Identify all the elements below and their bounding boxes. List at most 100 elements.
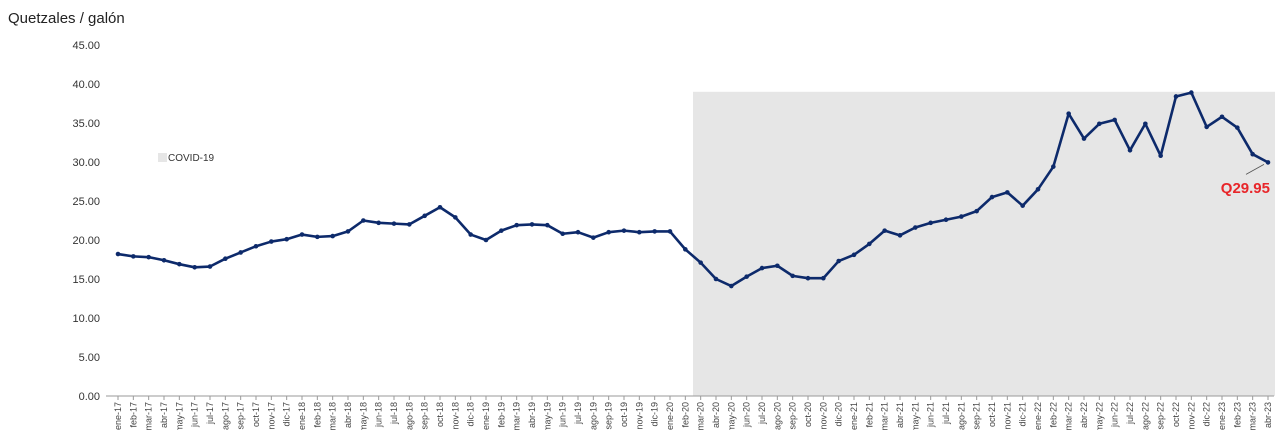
y-tick-label: 40.00 [72,79,100,91]
data-point [1189,90,1194,95]
data-point [192,265,197,270]
data-point [115,251,121,257]
x-tick-label: may-20 [726,402,736,430]
x-tick-label: sep-21 [972,402,982,430]
x-tick-label: feb-19 [496,402,506,428]
x-tick-label: abr-19 [527,402,537,428]
x-tick-label: mar-20 [696,402,706,430]
x-tick-label: feb-22 [1048,402,1058,428]
y-tick-label: 35.00 [72,118,100,130]
y-tick-label: 20.00 [72,235,100,247]
data-point [867,241,872,247]
data-point [790,273,795,279]
x-tick-label: nov-19 [634,402,644,430]
data-point [974,208,979,214]
x-tick-label: jul-19 [573,402,583,425]
data-point [1173,94,1179,99]
x-tick-label: nov-18 [450,402,460,430]
x-tick-label: may-19 [542,402,552,430]
data-point [1143,121,1148,127]
data-point [759,265,765,271]
data-point [1158,153,1163,159]
data-point [621,228,627,233]
data-point [269,239,274,244]
data-point [361,218,366,223]
data-point [131,254,136,259]
x-tick-label: sep-19 [604,402,614,430]
data-point [928,220,933,226]
data-point [1081,136,1087,141]
data-point [1020,203,1025,208]
data-point [913,225,918,230]
x-tick-label: mar-22 [1064,402,1074,430]
data-point [376,220,381,226]
x-tick-label: ago-18 [404,402,414,430]
x-tick-label: mar-19 [512,402,522,430]
x-tick-label: ene-19 [481,402,491,430]
x-tick-label: may-17 [174,402,184,430]
x-tick-label: feb-21 [864,402,874,428]
data-point [161,257,167,263]
data-point [545,222,550,228]
x-tick-label: may-18 [358,402,368,430]
x-tick-label: jul-18 [389,402,399,425]
data-point [345,229,351,234]
x-tick-label: sep-18 [420,402,430,430]
x-tick-label: abr-21 [895,402,905,428]
data-point [1035,187,1041,192]
x-tick-label: jun-17 [190,402,200,428]
y-tick-label: 0.00 [79,391,100,403]
x-tick-label: may-21 [910,402,920,430]
data-point [207,264,213,269]
x-tick-label: mar-17 [144,402,154,430]
x-tick-label: nov-20 [818,402,828,430]
data-point [499,228,504,233]
x-tick-label: feb-18 [312,402,322,428]
x-tick-label: ago-19 [588,402,598,430]
data-point [1005,190,1010,195]
data-point [667,229,673,234]
data-point [284,236,289,242]
data-point [805,275,811,281]
data-point [1219,114,1225,120]
data-point [943,217,949,223]
data-point [713,276,719,282]
data-point [529,222,535,227]
data-point [453,215,458,220]
x-tick-label: jun-21 [926,402,936,428]
data-point [821,275,826,281]
data-point [407,222,412,227]
x-tick-label: dic-20 [834,402,844,427]
x-tick-label: jun-18 [374,402,384,428]
x-tick-label: jun-22 [1110,402,1120,428]
x-tick-label: oct-17 [251,402,261,427]
x-tick-label: mar-21 [880,402,890,430]
data-point [223,256,228,262]
annotation-label: Q29.95 [1221,180,1270,197]
x-tick-label: abr-20 [711,402,721,428]
series-line [116,91,1270,288]
data-point [437,204,443,210]
x-tick-label: feb-17 [128,402,138,428]
x-tick-label: may-22 [1094,402,1104,430]
data-point [575,229,581,235]
x-tick-label: jul-20 [757,402,767,425]
x-tick-label: jul-22 [1125,402,1135,425]
x-tick-label: mar-23 [1248,402,1258,430]
x-tick-label: sep-20 [788,402,798,430]
x-tick-label: dic-21 [1018,402,1028,427]
x-tick-label: dic-19 [650,402,660,427]
x-tick-label: nov-17 [266,402,276,430]
covid-shaded-region [693,91,1275,397]
data-point [330,233,335,239]
x-tick-label: jul-17 [205,402,215,425]
x-tick-label: nov-21 [1002,402,1012,430]
data-point [1066,111,1071,116]
data-point [468,232,473,237]
data-point [1250,151,1255,157]
data-point [560,231,565,237]
data-point [391,221,397,226]
x-tick-label: dic-17 [282,402,292,427]
x-tick-label: jun-20 [742,402,752,428]
y-tick-label: 25.00 [72,196,100,208]
